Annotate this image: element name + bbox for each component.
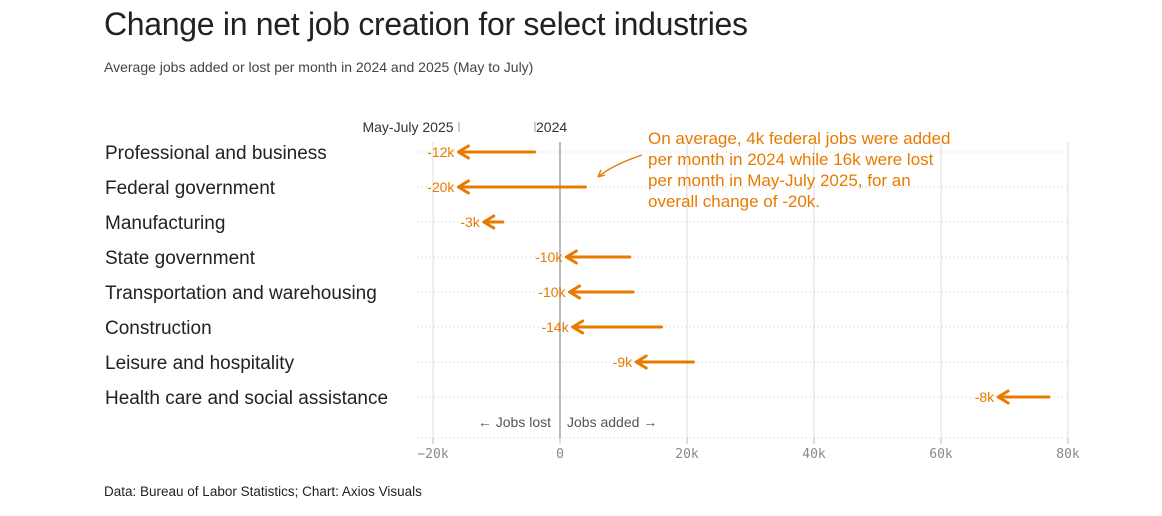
tick-label: 20k	[675, 447, 699, 462]
tick-label: 0	[556, 447, 564, 462]
change-label: -12k	[427, 144, 455, 160]
category-labels: Professional and business Federal governm…	[105, 143, 388, 409]
legend-start-label: 2024	[536, 119, 567, 135]
tick-label: 40k	[802, 447, 826, 462]
category-label: Transportation and warehousing	[105, 283, 377, 304]
annotation-line: per month in 2024 while 16k were lost	[648, 150, 934, 169]
arrows: -12k -20k -3k -10k -10k -14k -9k -8k	[427, 144, 1051, 405]
category-label: Federal government	[105, 178, 276, 199]
arrow-head	[482, 214, 496, 230]
category-label: Construction	[105, 318, 212, 339]
change-label: -20k	[427, 179, 455, 195]
chart-subtitle: Average jobs added or lost per month in …	[104, 59, 534, 75]
arrow-head	[564, 249, 578, 265]
change-label: -10k	[538, 284, 566, 300]
legend: May-July 2025 2024	[362, 119, 567, 135]
change-label: -14k	[541, 319, 569, 335]
category-label: Professional and business	[105, 143, 327, 164]
tick-label: −20k	[417, 447, 448, 462]
tick-label: 60k	[929, 447, 953, 462]
annotation-line: On average, 4k federal jobs were added	[648, 129, 950, 148]
annotation-leader	[597, 154, 643, 178]
arrow-head	[996, 389, 1010, 405]
category-label: Health care and social assistance	[105, 388, 388, 409]
arrow-head	[571, 319, 585, 335]
category-label: Manufacturing	[105, 213, 225, 234]
annotation: On average, 4k federal jobs were added pe…	[597, 129, 950, 211]
annotation-leader-head	[597, 169, 606, 178]
arrow-head	[456, 144, 470, 160]
x-axis: −20k 0 20k 40k 60k 80k	[417, 437, 1080, 462]
tick-label: 80k	[1056, 447, 1080, 462]
chart-title: Change in net job creation for select in…	[104, 6, 748, 42]
arrow-head	[456, 179, 470, 195]
change-label: -9k	[613, 354, 633, 370]
category-label: State government	[105, 248, 256, 269]
arrow-head	[634, 354, 648, 370]
annotation-line: overall change of -20k.	[648, 192, 820, 211]
change-label: -8k	[975, 389, 995, 405]
arrow-head	[568, 284, 582, 300]
change-label: -3k	[460, 214, 480, 230]
annotation-text: On average, 4k federal jobs were added pe…	[648, 129, 950, 211]
legend-end-label: May-July 2025	[362, 119, 453, 135]
jobs-lost-label: ← Jobs lost	[478, 414, 551, 430]
annotation-line: per month in May-July 2025, for an	[648, 171, 911, 190]
category-label: Leisure and hospitality	[105, 353, 295, 374]
jobs-added-label: Jobs added →	[567, 414, 657, 430]
source-note: Data: Bureau of Labor Statistics; Chart:…	[104, 484, 422, 499]
change-label: -10k	[535, 249, 563, 265]
direction-labels: ← Jobs lost Jobs added →	[478, 414, 657, 430]
